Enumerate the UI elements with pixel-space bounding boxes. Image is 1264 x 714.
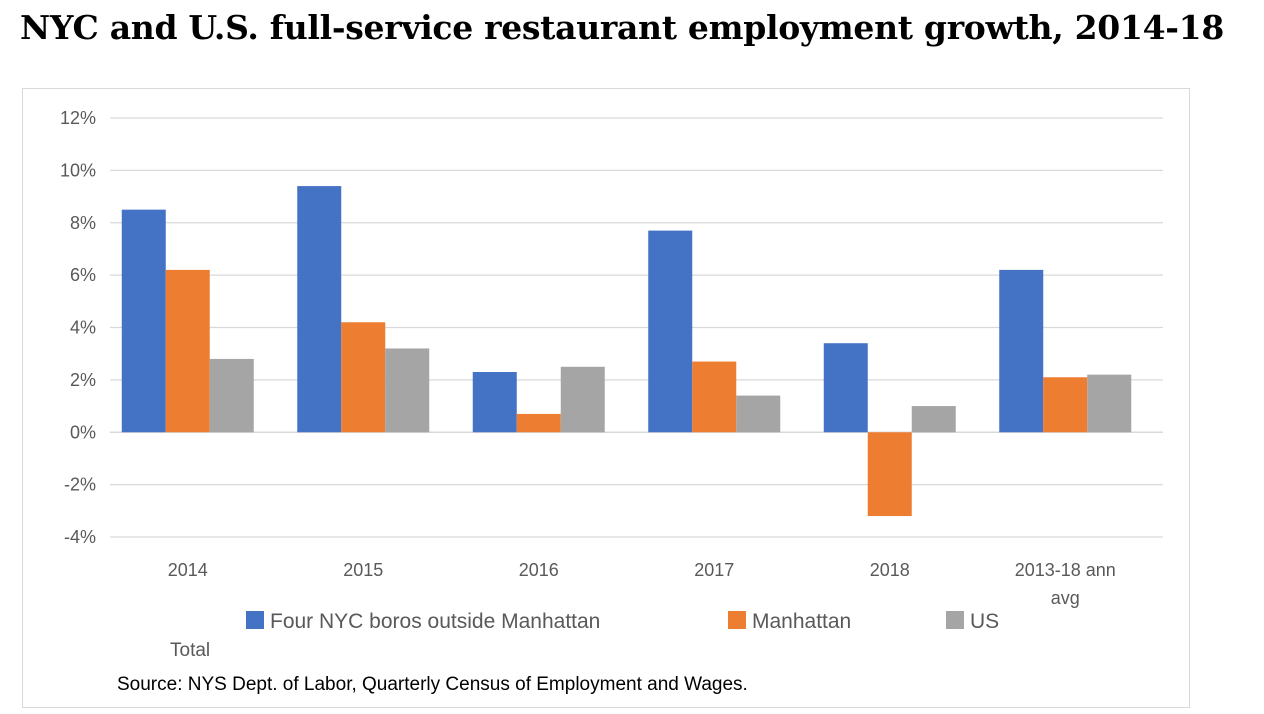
bar-manhattan-2015 — [341, 322, 386, 433]
legend-swatch-manhattan — [728, 611, 746, 629]
bar-four-nyc-boros-outside-manhattan-2015 — [297, 186, 342, 433]
bar-us-2017 — [736, 395, 781, 433]
bar-us-2014 — [209, 358, 254, 433]
y-tick-label: 2% — [70, 370, 96, 390]
x-tick-label: 2018 — [870, 560, 910, 580]
bar-four-nyc-boros-outside-manhattan-2017 — [648, 230, 693, 433]
legend-label-four-nyc-boros-outside-manhattan: Four NYC boros outside Manhattan — [270, 610, 600, 633]
y-tick-label: 6% — [70, 265, 96, 285]
y-axis-ticks: -4% -2% 0% 2% 4% 6% 8% 10% 12% — [60, 108, 96, 547]
source-note: Source: NYS Dept. of Labor, Quarterly Ce… — [117, 674, 748, 695]
y-tick-label: 0% — [70, 422, 96, 442]
stray-label: Total — [170, 640, 211, 656]
bar-manhattan-2013-18-ann-avg — [1043, 377, 1088, 433]
bar-manhattan-2016 — [516, 413, 561, 433]
bar-us-2016 — [560, 366, 605, 433]
y-tick-label: 4% — [70, 318, 96, 338]
x-tick-label: 2016 — [519, 560, 559, 580]
bar-us-2015 — [385, 348, 430, 433]
bars — [121, 186, 1132, 517]
bar-manhattan-2017 — [692, 361, 737, 433]
bar-manhattan-2014 — [165, 269, 210, 433]
x-tick-label: 2015 — [343, 560, 383, 580]
chart-frame — [22, 88, 1190, 708]
y-tick-label: -4% — [64, 527, 96, 547]
legend-swatch-four-nyc-boros-outside-manhattan — [246, 611, 264, 629]
bar-us-2013-18-ann-avg — [1087, 374, 1132, 433]
legend-swatch-us — [946, 611, 964, 629]
legend: Four NYC boros outside Manhattan Manhatta… — [246, 610, 999, 633]
bar-us-2018 — [911, 406, 956, 433]
x-tick-label: 2017 — [694, 560, 734, 580]
bar-four-nyc-boros-outside-manhattan-2016 — [472, 372, 517, 433]
x-axis-ticks: 2014 2015 2016 2017 2018 2013-18 ann avg — [168, 560, 1116, 608]
gridlines — [110, 117, 1163, 538]
bar-manhattan-2018 — [867, 432, 912, 517]
x-tick-label: 2014 — [168, 560, 208, 580]
bar-four-nyc-boros-outside-manhattan-2013-18-ann-avg — [999, 269, 1044, 433]
y-tick-label: 10% — [60, 160, 96, 180]
bar-four-nyc-boros-outside-manhattan-2018 — [823, 343, 868, 433]
y-tick-label: 8% — [70, 213, 96, 233]
y-tick-label: 12% — [60, 108, 96, 128]
x-tick-label: 2013-18 ann avg — [1015, 560, 1116, 608]
legend-label-us: US — [970, 610, 999, 633]
legend-label-manhattan: Manhattan — [752, 610, 851, 633]
chart-title: NYC and U.S. full-service restaurant emp… — [20, 8, 1224, 47]
bar-four-nyc-boros-outside-manhattan-2014 — [121, 209, 166, 433]
y-tick-label: -2% — [64, 475, 96, 495]
